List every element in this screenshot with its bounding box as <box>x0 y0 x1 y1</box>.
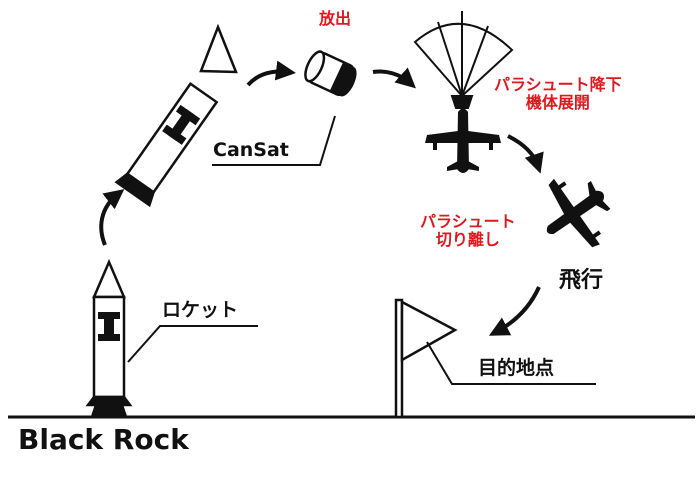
goal-flag-icon <box>394 298 458 419</box>
flight-label: 飛行 <box>559 268 604 293</box>
rocket-leader-line <box>127 325 258 363</box>
goal-label: 目的地点 <box>478 357 555 379</box>
flow-arrow-icon <box>488 286 541 336</box>
cansat-leader-line <box>212 115 336 166</box>
parachute-separation-label-line2: 切り離し <box>435 230 500 250</box>
rocket-icon <box>85 258 133 419</box>
flow-arrow-icon <box>372 67 416 89</box>
launch-site-label: Black Rock <box>18 423 189 456</box>
parachute-descent-label-line1: パラシュート降下 <box>494 75 622 94</box>
parachute-descent-label-line2: 機体展開 <box>525 93 590 113</box>
cansat-can-icon <box>304 50 357 97</box>
nose-cone-icon <box>199 23 238 74</box>
rocket-label: ロケット <box>162 299 239 321</box>
parachute-icon <box>413 11 514 109</box>
goal-leader-line <box>426 341 596 385</box>
rocket-upper-stage-icon <box>114 82 219 208</box>
flow-arrow-icon <box>246 60 296 87</box>
airplane-icon <box>546 178 611 248</box>
flow-arrow-icon <box>507 134 544 174</box>
parachute-descent-label: パラシュート降下 機体展開 <box>494 75 622 113</box>
airplane-icon <box>425 108 501 173</box>
parachute-separation-label-line1: パラシュート <box>420 212 516 231</box>
cansat-label: CanSat <box>213 139 289 161</box>
flow-arrow-icon <box>99 189 125 246</box>
parachute-separation-label: パラシュート 切り離し <box>420 212 516 250</box>
release-label: 放出 <box>319 9 352 28</box>
